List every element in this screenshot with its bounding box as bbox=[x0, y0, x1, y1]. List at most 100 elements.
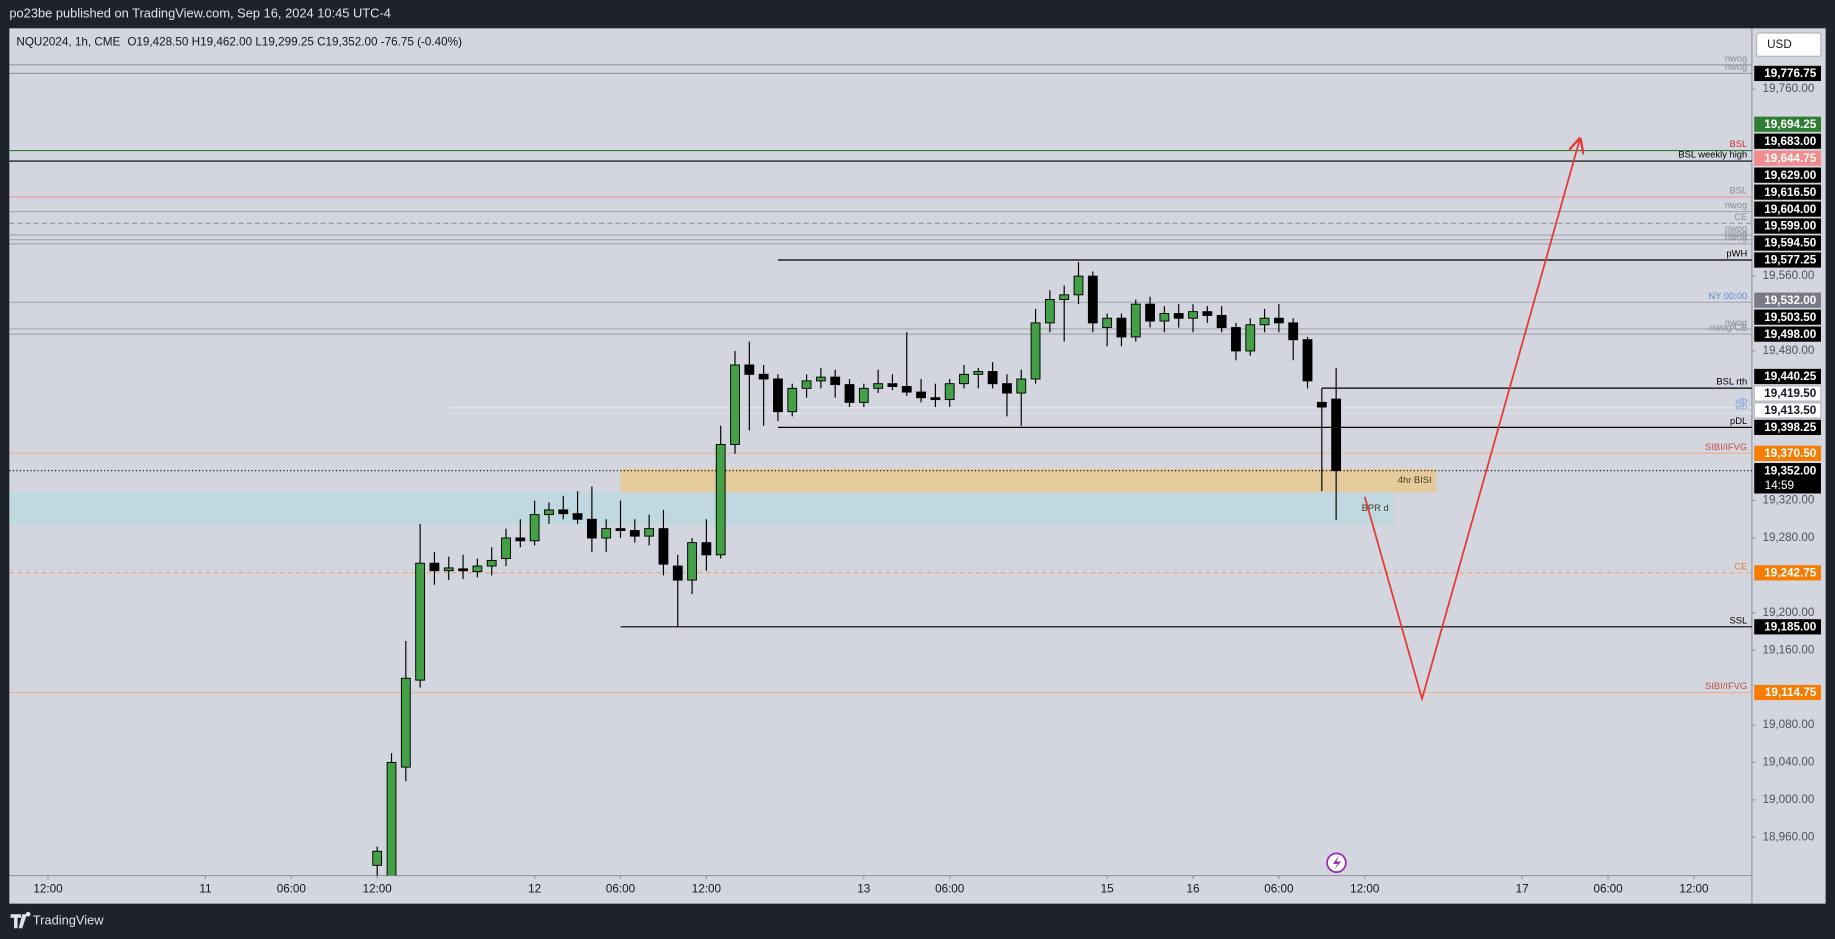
candle-body bbox=[801, 380, 812, 389]
price-label: 19,242.75 bbox=[1764, 566, 1816, 579]
price-label: 19,629.00 bbox=[1764, 169, 1816, 182]
publish-line: po23be published on TradingView.com, Sep… bbox=[9, 6, 391, 21]
price-label: 19,370.50 bbox=[1764, 447, 1816, 460]
level-text: nwog bbox=[1725, 318, 1747, 328]
candle-body bbox=[1116, 317, 1127, 338]
price-label-bg bbox=[1754, 218, 1821, 234]
x-tick-label: 06:00 bbox=[277, 883, 307, 896]
symbol: NQU2024, 1h, CME bbox=[16, 35, 120, 48]
price-label: 19,644.75 bbox=[1764, 152, 1816, 165]
candle-body bbox=[1130, 303, 1141, 338]
candle-body bbox=[501, 537, 511, 560]
level-text: nwog bbox=[1725, 228, 1747, 238]
candle-body bbox=[758, 373, 769, 380]
candle-body bbox=[1188, 311, 1198, 319]
candle-body bbox=[1288, 322, 1299, 341]
candle-body bbox=[615, 528, 626, 531]
x-tick-label: 13 bbox=[857, 883, 870, 896]
candle-body bbox=[400, 677, 411, 768]
price-label: 19,419.50 bbox=[1764, 387, 1816, 400]
candle-body bbox=[1216, 314, 1227, 329]
x-tick-label: 06:00 bbox=[935, 883, 965, 896]
level-text: nwog/CE bbox=[1709, 323, 1747, 333]
candle-body bbox=[1302, 339, 1313, 382]
candle-body bbox=[415, 562, 426, 681]
zone bbox=[620, 468, 1437, 493]
candle-body bbox=[873, 383, 884, 389]
candle-body bbox=[1202, 311, 1213, 316]
y-tick-label: 19,760.00 bbox=[1762, 82, 1814, 95]
level-text: BSL weekly high bbox=[1678, 150, 1747, 160]
candle-body bbox=[1145, 303, 1155, 322]
y-tick-label: 19,480.00 bbox=[1762, 344, 1814, 357]
level-text: BSL bbox=[1730, 185, 1748, 195]
x-tick-label: 06:00 bbox=[1593, 883, 1623, 896]
y-tick-label: 19,320.00 bbox=[1762, 494, 1814, 507]
candle-body bbox=[586, 518, 597, 539]
level-text: vib bbox=[1735, 402, 1747, 412]
price-label-bg bbox=[1754, 150, 1821, 166]
candle-body bbox=[601, 528, 612, 539]
candle-body bbox=[386, 761, 397, 876]
plot-area bbox=[9, 28, 1752, 876]
level-text: CE bbox=[1734, 561, 1747, 571]
price-label: 19,114.75 bbox=[1765, 686, 1817, 699]
price-label-bg bbox=[1754, 309, 1821, 325]
price-label-bg bbox=[1754, 368, 1821, 385]
x-tick-label: 06:00 bbox=[606, 883, 636, 896]
x-tick-label: 12:00 bbox=[363, 883, 393, 896]
x-tick-label: 12 bbox=[528, 883, 541, 896]
brand: TradingView bbox=[33, 913, 104, 928]
candle-body bbox=[429, 562, 440, 572]
price-label: 19,352.00 bbox=[1764, 464, 1816, 477]
candle-body bbox=[1259, 317, 1270, 326]
price-label-bg bbox=[1754, 235, 1821, 251]
candle-body bbox=[773, 378, 783, 413]
candle-body bbox=[787, 387, 798, 413]
candle-body bbox=[830, 376, 841, 386]
price-label-bg bbox=[1754, 445, 1821, 461]
candle-body bbox=[1231, 327, 1241, 352]
candle-body bbox=[515, 537, 526, 542]
brand-logo bbox=[10, 911, 31, 929]
price-label: 19,532.00 bbox=[1764, 294, 1816, 307]
level-text: BSL rth bbox=[1716, 377, 1747, 387]
level-text: SIBI/IFVG bbox=[1705, 442, 1747, 452]
candle-body bbox=[1316, 401, 1327, 408]
price-label-bg bbox=[1754, 326, 1821, 342]
currency[interactable]: USD bbox=[1767, 38, 1792, 51]
candle-body bbox=[486, 559, 497, 567]
y-tick-label: 18,960.00 bbox=[1762, 830, 1814, 843]
price-label-bg bbox=[1754, 292, 1821, 308]
projection-path bbox=[1363, 141, 1580, 703]
price-label-bg bbox=[1754, 133, 1821, 149]
candle-body bbox=[644, 528, 655, 537]
candle-body bbox=[629, 530, 640, 537]
price-label: 19,694.25 bbox=[1764, 118, 1816, 131]
candle-body bbox=[1173, 313, 1184, 319]
y-tick-label: 19,080.00 bbox=[1762, 718, 1814, 731]
candle-body bbox=[472, 565, 483, 573]
price-label-bg bbox=[1754, 184, 1821, 200]
y-tick-label: 19,280.00 bbox=[1762, 531, 1814, 544]
level-text: nwog bbox=[1725, 200, 1747, 210]
price-label-bg bbox=[1754, 463, 1821, 494]
candle-body bbox=[544, 509, 554, 516]
candle-body bbox=[672, 565, 683, 581]
level-text: pDL bbox=[1730, 416, 1747, 426]
candle-body bbox=[1102, 317, 1113, 329]
candle-body bbox=[372, 850, 383, 866]
candle-body bbox=[1044, 299, 1055, 324]
candle-body bbox=[701, 542, 712, 556]
zone bbox=[9, 492, 1394, 525]
price-label: 19,398.25 bbox=[1764, 421, 1816, 434]
x-tick-label: 11 bbox=[199, 883, 211, 896]
candle-body bbox=[730, 364, 740, 445]
alert-icon-bolt bbox=[1332, 855, 1342, 870]
zone-label: BPR d bbox=[1362, 503, 1389, 513]
currency-box[interactable] bbox=[1756, 32, 1822, 57]
candle-body bbox=[1059, 294, 1070, 300]
y-tick-label: 19,040.00 bbox=[1762, 756, 1814, 769]
level-text: nwog bbox=[1725, 53, 1747, 63]
